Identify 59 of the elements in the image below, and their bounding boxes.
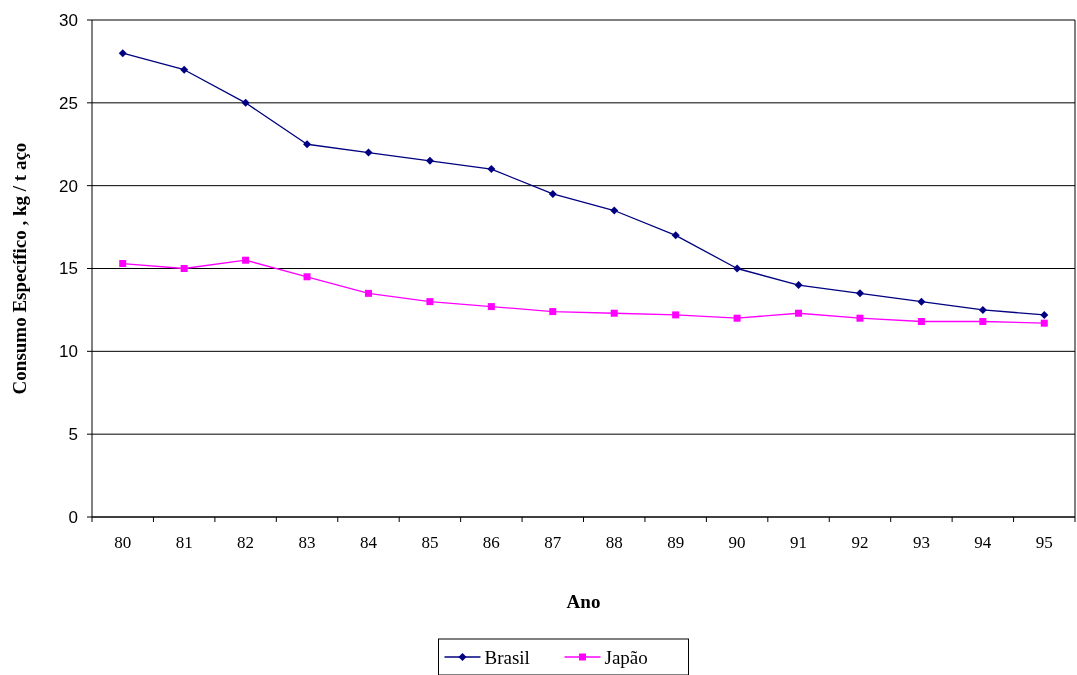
point — [1040, 310, 1049, 319]
point — [917, 297, 926, 306]
point — [733, 314, 741, 322]
y-tick-label: 15 — [59, 259, 78, 279]
point — [364, 289, 372, 297]
x-tick-label: 81 — [175, 533, 193, 552]
x-axis-title: Ano — [566, 591, 601, 612]
y-tick-label: 30 — [59, 10, 78, 30]
x-tick-label: 87 — [544, 533, 562, 552]
point — [549, 308, 557, 316]
point — [979, 318, 987, 326]
x-tick-label: 93 — [912, 533, 930, 552]
x-tick-label: 91 — [790, 533, 808, 552]
y-axis-title: Consumo Específico , kg / t aço — [9, 142, 30, 395]
point — [242, 256, 250, 264]
x-tick-label: 82 — [237, 533, 255, 552]
x-tick-label: 80 — [114, 533, 132, 552]
point — [672, 311, 680, 319]
point — [855, 289, 864, 298]
x-tick-label: 85 — [421, 533, 439, 552]
point — [303, 140, 312, 149]
point — [610, 206, 619, 215]
point — [118, 49, 127, 58]
point — [364, 148, 373, 157]
point — [119, 260, 127, 268]
point — [917, 318, 925, 326]
x-tick-label: 84 — [359, 533, 378, 552]
x-tick-label: 92 — [851, 533, 869, 552]
x-tick-label: 88 — [605, 533, 623, 552]
point — [426, 298, 434, 306]
x-tick-label: 89 — [667, 533, 685, 552]
point — [795, 309, 803, 317]
point — [180, 265, 188, 272]
point — [671, 231, 680, 240]
x-tick-label: 94 — [974, 533, 992, 552]
point — [487, 165, 496, 174]
point — [241, 98, 250, 107]
y-tick-label: 5 — [68, 425, 78, 445]
y-tick-label: 25 — [59, 93, 78, 113]
point — [1040, 319, 1048, 327]
point — [610, 309, 618, 317]
y-tick-label: 0 — [68, 507, 78, 527]
point — [978, 305, 987, 314]
y-tick-label: 10 — [59, 342, 78, 362]
x-tick-label: 83 — [298, 533, 316, 552]
point — [180, 65, 189, 74]
point — [794, 281, 803, 290]
point — [303, 273, 311, 281]
point — [487, 303, 495, 311]
legend-label: Japão — [604, 646, 648, 668]
point — [548, 189, 557, 198]
y-tick-label: 20 — [59, 176, 78, 196]
x-tick-label: 90 — [728, 533, 746, 552]
point — [856, 314, 864, 322]
point — [425, 156, 434, 165]
x-tick-label: 95 — [1035, 533, 1053, 552]
point — [733, 264, 742, 273]
x-tick-label: 86 — [482, 533, 500, 552]
legend-label: Brasil — [484, 646, 530, 668]
